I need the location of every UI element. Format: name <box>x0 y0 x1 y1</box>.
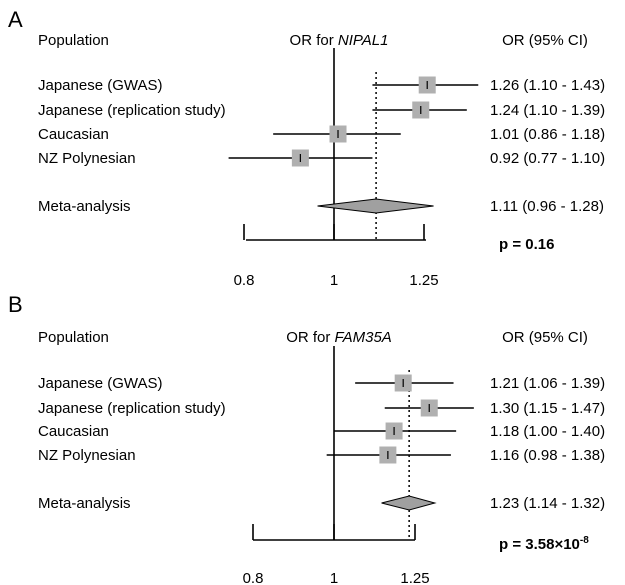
meta-analysis-row: Meta-analysis 1.11 (0.96 - 1.28) <box>38 198 604 215</box>
study-label: Japanese (GWAS) <box>38 375 163 392</box>
x-tick-label: 1 <box>330 570 338 585</box>
or-header: OR for FAM35A <box>286 329 392 346</box>
ci-text: 0.92 (0.77 - 1.10) <box>490 150 605 167</box>
panel-letter: A <box>8 7 23 32</box>
study-row: Japanese (GWAS) 1.21 (1.06 - 1.39) <box>38 374 605 392</box>
ci-text: 1.16 (0.98 - 1.38) <box>490 447 605 464</box>
study-row: Japanese (GWAS) 1.26 (1.10 - 1.43) <box>38 76 605 94</box>
meta-ci-text: 1.23 (1.14 - 1.32) <box>490 495 605 512</box>
ci-text: 1.30 (1.15 - 1.47) <box>490 400 605 417</box>
study-label: Japanese (replication study) <box>38 400 226 417</box>
meta-diamond <box>317 198 434 214</box>
study-label: Caucasian <box>38 126 109 143</box>
meta-diamond <box>381 495 437 511</box>
or-header-prefix: OR for <box>286 329 334 346</box>
study-row: Caucasian 1.18 (1.00 - 1.40) <box>38 422 605 440</box>
study-label: Japanese (GWAS) <box>38 77 163 94</box>
gene-name: FAM35A <box>335 329 392 346</box>
gene-name: NIPAL1 <box>338 32 389 49</box>
ci-text: 1.21 (1.06 - 1.39) <box>490 375 605 392</box>
study-label: NZ Polynesian <box>38 447 136 464</box>
ci-text: 1.24 (1.10 - 1.39) <box>490 102 605 119</box>
x-tick-label: 0.8 <box>234 272 255 289</box>
or-header-prefix: OR for <box>290 32 338 49</box>
x-tick-label: 1.25 <box>409 272 438 289</box>
study-row: Japanese (replication study) 1.24 (1.10 -… <box>38 101 605 119</box>
meta-ci-text: 1.11 (0.96 - 1.28) <box>490 198 604 215</box>
or-header: OR for NIPAL1 <box>290 32 389 49</box>
p-value-main: p = 0.16 <box>499 236 554 253</box>
panel-letter: B <box>8 292 23 317</box>
p-value: p = 3.58×10-8 <box>499 535 589 553</box>
p-value-exponent: -8 <box>580 535 589 546</box>
forest-panel-b: B Population OR for FAM35A OR (95% CI) Japan… <box>8 292 605 585</box>
meta-label: Meta-analysis <box>38 495 131 512</box>
p-value: p = 0.16 <box>499 236 554 253</box>
meta-label: Meta-analysis <box>38 198 131 215</box>
study-row: Japanese (replication study) 1.30 (1.15 -… <box>38 399 605 417</box>
ci-text: 1.01 (0.86 - 1.18) <box>490 126 605 143</box>
study-row: Caucasian 1.01 (0.86 - 1.18) <box>38 125 605 143</box>
meta-analysis-row: Meta-analysis 1.23 (1.14 - 1.32) <box>38 495 605 512</box>
p-value-main: p = 3.58×10 <box>499 536 580 553</box>
study-label: Caucasian <box>38 423 109 440</box>
study-row: NZ Polynesian 0.92 (0.77 - 1.10) <box>38 149 605 167</box>
ci-text: 1.26 (1.10 - 1.43) <box>490 77 605 94</box>
study-label: NZ Polynesian <box>38 150 136 167</box>
forest-panel-a: A Population OR for NIPAL1 OR (95% CI) Japan… <box>8 7 605 289</box>
x-tick-label: 1 <box>330 272 338 289</box>
study-row: NZ Polynesian 1.16 (0.98 - 1.38) <box>38 446 605 464</box>
x-tick-label: 0.8 <box>243 570 264 585</box>
population-header: Population <box>38 32 109 49</box>
ci-text: 1.18 (1.00 - 1.40) <box>490 423 605 440</box>
ci-header: OR (95% CI) <box>502 329 588 346</box>
x-tick-label: 1.25 <box>400 570 429 585</box>
study-label: Japanese (replication study) <box>38 102 226 119</box>
population-header: Population <box>38 329 109 346</box>
ci-header: OR (95% CI) <box>502 32 588 49</box>
